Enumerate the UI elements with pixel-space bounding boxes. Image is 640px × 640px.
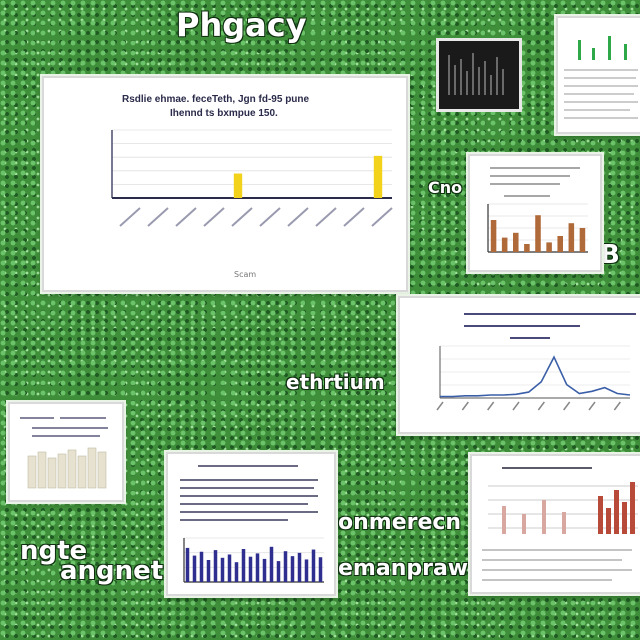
- line-tick-3: [461, 401, 469, 411]
- line-tick-13: [588, 401, 596, 411]
- label-right-bottom-2: emanpraw: [338, 556, 469, 581]
- main-bar-c10: [373, 155, 383, 198]
- line-chart: [436, 345, 631, 411]
- red-bar-chart-card: [470, 454, 640, 594]
- bar-j: [248, 556, 253, 582]
- main-tick-c2: [147, 207, 169, 227]
- main-bar-c5: [233, 173, 243, 198]
- bar-i: [241, 549, 246, 582]
- main-tick-c1: [119, 207, 141, 227]
- bar-m: [269, 546, 274, 582]
- dark-chart-thumbnail: [436, 38, 522, 112]
- bar-n: [276, 561, 281, 582]
- bar-f: [220, 557, 225, 582]
- main-chart-title-2: Ihennd ts bxmpue 150.: [170, 108, 278, 119]
- main-tick-c6: [259, 207, 281, 227]
- bar-r: [304, 559, 309, 582]
- main-tick-c4: [203, 207, 225, 227]
- bar-b: [192, 555, 197, 582]
- red-bar-graphic: [482, 467, 638, 581]
- dark-bars: [448, 53, 504, 95]
- main-tick-c7: [287, 207, 309, 227]
- bar-h: [568, 223, 575, 252]
- purple-bar-chart: [183, 537, 324, 583]
- line-tick-11: [563, 401, 571, 411]
- table-thumbnail-graphic: [564, 36, 638, 119]
- label-right-bottom-1: onmerecn: [338, 510, 462, 535]
- bar-e: [213, 550, 218, 582]
- bar-k: [255, 553, 260, 582]
- label-left-bottom-2: angnet: [60, 556, 164, 586]
- bar-e: [535, 215, 541, 252]
- bar-p: [290, 556, 295, 582]
- bar-d: [524, 244, 530, 252]
- main-tick-c9: [343, 207, 365, 227]
- line-series: [440, 355, 631, 398]
- bar-s: [311, 549, 316, 582]
- small-bar-graphic: [20, 417, 108, 489]
- purple-header-lines: [180, 465, 318, 521]
- line-tick-7: [512, 401, 520, 411]
- line-header-lines: [464, 313, 636, 339]
- main-chart-title-1: Rsdlie ehmae. feceTeth, Jgn fd-95 pune: [122, 94, 310, 105]
- main-chart-card: Rsdlie ehmae. feceTeth, Jgn fd-95 pune I…: [42, 76, 408, 292]
- small-bar-card: [8, 402, 124, 502]
- bar-h: [234, 562, 239, 582]
- table-thumbnail: [556, 16, 640, 134]
- bar-o: [283, 551, 288, 582]
- main-bar-chart: [111, 129, 393, 227]
- bar-a: [185, 547, 190, 582]
- bar-g: [227, 554, 232, 582]
- line-chart-card: [398, 296, 640, 434]
- bar-c: [199, 551, 204, 582]
- label-left-small: Cno: [428, 178, 463, 197]
- line-tick-5: [487, 401, 495, 411]
- bar-a: [490, 220, 497, 252]
- label-left-bottom-1: ngte: [20, 536, 88, 566]
- label-center: ethrtium: [286, 370, 385, 394]
- main-tick-c10: [371, 207, 393, 227]
- line-tick-1: [436, 401, 444, 411]
- collage-title: Phgacy: [176, 6, 307, 44]
- main-tick-c5: [231, 207, 253, 227]
- bar-f: [546, 242, 552, 252]
- bar-t: [318, 557, 323, 582]
- main-tick-c8: [315, 207, 337, 227]
- bar-i: [579, 228, 586, 252]
- bar-q: [297, 552, 302, 582]
- main-tick-c3: [175, 207, 197, 227]
- bar-c: [513, 232, 519, 252]
- bar-l: [262, 558, 267, 582]
- brown-bar-chart-card: [468, 154, 602, 272]
- brown-bar-chart: [487, 203, 588, 253]
- label-right-mid: B: [600, 240, 620, 270]
- line-tick-9: [537, 401, 545, 411]
- purple-bar-chart-card: [166, 452, 336, 596]
- bar-g: [557, 236, 563, 252]
- bar-b: [501, 237, 508, 252]
- bar-d: [206, 560, 211, 582]
- brown-header-lines: [490, 167, 580, 197]
- line-tick-15: [613, 401, 621, 411]
- main-chart-xlabel: Scam: [234, 270, 257, 279]
